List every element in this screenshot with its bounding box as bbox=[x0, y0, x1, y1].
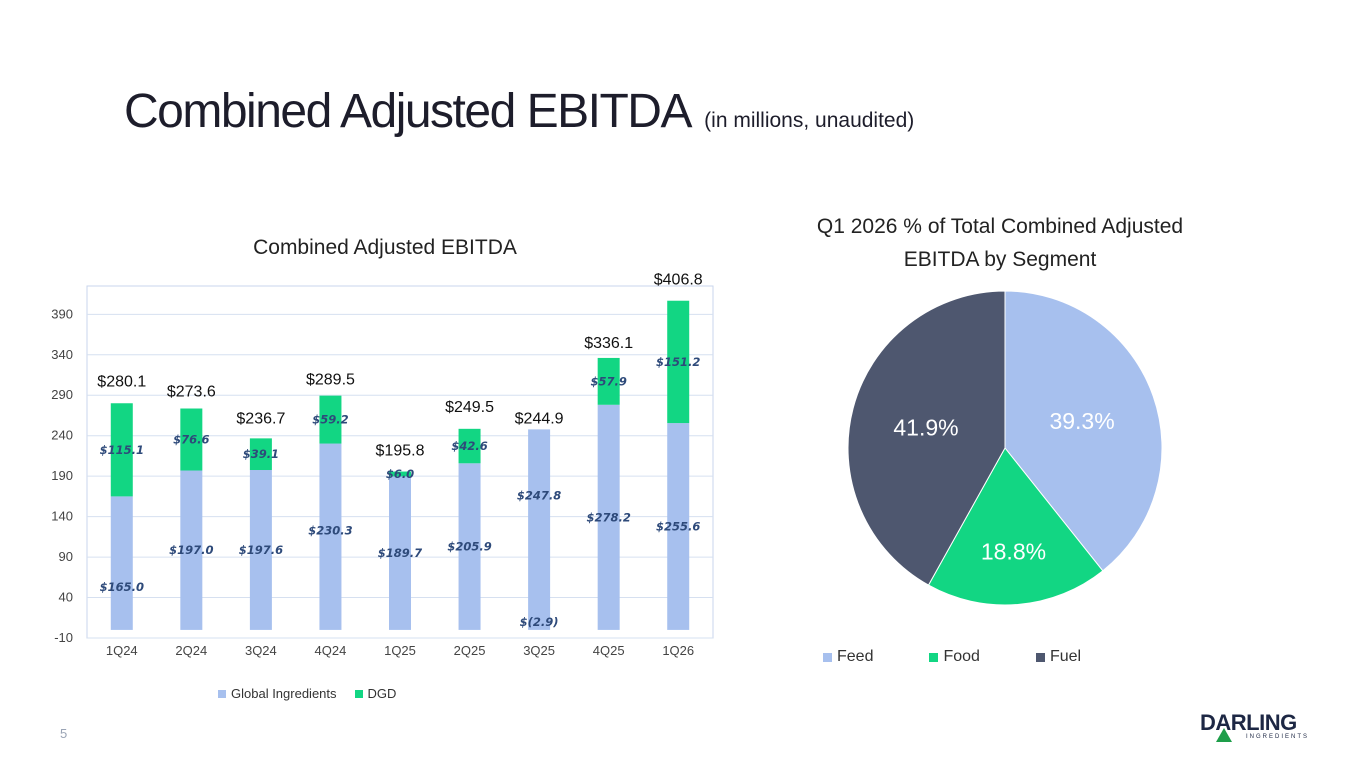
dgd-value-label: $59.2 bbox=[312, 413, 348, 427]
bar-dgd bbox=[110, 403, 133, 497]
global-ingredients-value-label: $165.0 bbox=[100, 580, 144, 594]
legend-item-global: Global Ingredients bbox=[218, 686, 337, 701]
total-value-label: $244.9 bbox=[515, 411, 564, 428]
total-value-label: $195.8 bbox=[376, 442, 425, 459]
legend-swatch-food bbox=[929, 652, 939, 662]
legend-swatch-fuel bbox=[1035, 652, 1045, 662]
page-title-subtitle: (in millions, unaudited) bbox=[704, 109, 915, 132]
bar-dgd bbox=[458, 428, 481, 464]
pie-slice-label: 41.9% bbox=[893, 414, 958, 440]
dgd-value-label: $115.1 bbox=[100, 443, 144, 457]
dgd-value-label: $39.1 bbox=[243, 447, 279, 461]
total-value-label: $406.8 bbox=[654, 272, 703, 289]
pie-slice-food bbox=[927, 447, 1104, 606]
total-value-label: $273.6 bbox=[167, 384, 216, 401]
company-logo: DARLING INGREDIENTS bbox=[1200, 710, 1310, 742]
legend-swatch-feed bbox=[823, 652, 832, 662]
x-tick-label: 3Q24 bbox=[245, 643, 277, 658]
global-ingredients-value-label: $197.6 bbox=[239, 543, 283, 557]
legend-item-dgd: DGD bbox=[354, 686, 397, 701]
global-ingredients-value-label: $205.9 bbox=[447, 540, 491, 554]
bar-dgd bbox=[180, 408, 203, 471]
bar-legend: Global Ingredients DGD bbox=[218, 686, 396, 701]
bar-global-ingredients bbox=[319, 443, 342, 630]
legend-item-feed: Feed bbox=[823, 648, 873, 666]
total-value-label: $280.1 bbox=[97, 373, 146, 390]
total-value-label: $289.5 bbox=[306, 372, 355, 389]
y-tick-label: 190 bbox=[51, 468, 73, 483]
legend-swatch-dgd bbox=[354, 689, 363, 698]
y-tick-label: 290 bbox=[51, 387, 73, 402]
logo-tagline: INGREDIENTS bbox=[1246, 734, 1310, 740]
dgd-value-label: $(2.9) bbox=[520, 615, 559, 629]
y-tick-label: 40 bbox=[59, 590, 73, 605]
bar-dgd bbox=[249, 438, 272, 471]
global-ingredients-value-label: $230.3 bbox=[308, 524, 352, 538]
pie-slice-label: 39.3% bbox=[1049, 408, 1114, 434]
dgd-value-label: $151.2 bbox=[656, 355, 700, 369]
bar-global-ingredients bbox=[389, 476, 411, 630]
bar-global-ingredients bbox=[249, 470, 272, 630]
x-tick-label: 4Q24 bbox=[315, 643, 347, 658]
total-value-label: $236.7 bbox=[236, 410, 285, 427]
legend-swatch-global bbox=[218, 689, 226, 698]
x-tick-label: 4Q25 bbox=[593, 643, 625, 658]
x-tick-label: 2Q25 bbox=[454, 643, 486, 658]
x-tick-label: 3Q25 bbox=[523, 643, 555, 658]
logo-wordmark: DARLING bbox=[1200, 710, 1297, 735]
page-title: Combined Adjusted EBITDA (in millions, u… bbox=[124, 84, 914, 139]
pie-slice-feed bbox=[1004, 290, 1163, 572]
x-tick-label: 1Q26 bbox=[662, 643, 694, 658]
y-tick-label: 390 bbox=[51, 306, 73, 321]
page-number: 5 bbox=[60, 726, 68, 741]
pie-slice-label: 18.8% bbox=[981, 538, 1046, 564]
global-ingredients-value-label: $278.2 bbox=[586, 510, 630, 524]
bar-global-ingredients bbox=[528, 429, 551, 630]
legend-label-feed: Feed bbox=[837, 648, 874, 665]
dgd-value-label: $76.6 bbox=[173, 433, 209, 447]
bar-global-ingredients bbox=[110, 496, 133, 630]
legend-label-food: Food bbox=[943, 648, 980, 665]
pie-chart-title: Q1 2026 % of Total Combined Adjusted EBI… bbox=[816, 215, 1184, 271]
legend-label-dgd: DGD bbox=[367, 686, 397, 701]
pie-legend: Feed Food Fuel bbox=[823, 648, 1081, 666]
pie-slice-fuel bbox=[847, 290, 1006, 586]
global-ingredients-value-label: $255.6 bbox=[656, 519, 700, 533]
bar-chart-title: Combined Adjusted EBITDA bbox=[253, 236, 517, 259]
dgd-value-label: $6.0 bbox=[386, 467, 414, 481]
bar-dgd bbox=[667, 300, 690, 424]
legend-item-food: Food bbox=[929, 648, 980, 666]
dgd-value-label: $42.6 bbox=[451, 439, 487, 453]
bar-dgd bbox=[597, 357, 620, 405]
y-tick-label: 240 bbox=[51, 428, 73, 443]
x-tick-label: 1Q25 bbox=[384, 643, 416, 658]
global-ingredients-value-label: $197.0 bbox=[169, 543, 213, 557]
bar-dgd bbox=[319, 395, 342, 444]
global-ingredients-value-label: $189.7 bbox=[378, 546, 422, 560]
x-tick-label: 2Q24 bbox=[175, 643, 207, 658]
legend-label-fuel: Fuel bbox=[1049, 648, 1082, 665]
bar-global-ingredients bbox=[597, 404, 620, 630]
bar-global-ingredients bbox=[667, 423, 690, 630]
legend-item-fuel: Fuel bbox=[1035, 648, 1082, 666]
legend-label-global: Global Ingredients bbox=[231, 686, 337, 701]
global-ingredients-value-label: $247.8 bbox=[517, 488, 561, 502]
logo-triangle-icon bbox=[1216, 728, 1232, 742]
y-tick-label: -10 bbox=[54, 630, 73, 645]
bar-global-ingredients bbox=[180, 470, 203, 630]
y-tick-label: 340 bbox=[51, 347, 73, 362]
page-title-main: Combined Adjusted EBITDA bbox=[124, 85, 690, 138]
total-value-label: $336.1 bbox=[584, 335, 633, 352]
y-tick-label: 90 bbox=[59, 549, 73, 564]
bar-dgd bbox=[389, 471, 411, 477]
y-tick-label: 140 bbox=[51, 509, 73, 524]
bar-global-ingredients bbox=[458, 463, 481, 630]
dgd-value-label: $57.9 bbox=[590, 374, 626, 388]
total-value-label: $249.5 bbox=[445, 399, 494, 416]
x-tick-label: 1Q24 bbox=[106, 643, 138, 658]
